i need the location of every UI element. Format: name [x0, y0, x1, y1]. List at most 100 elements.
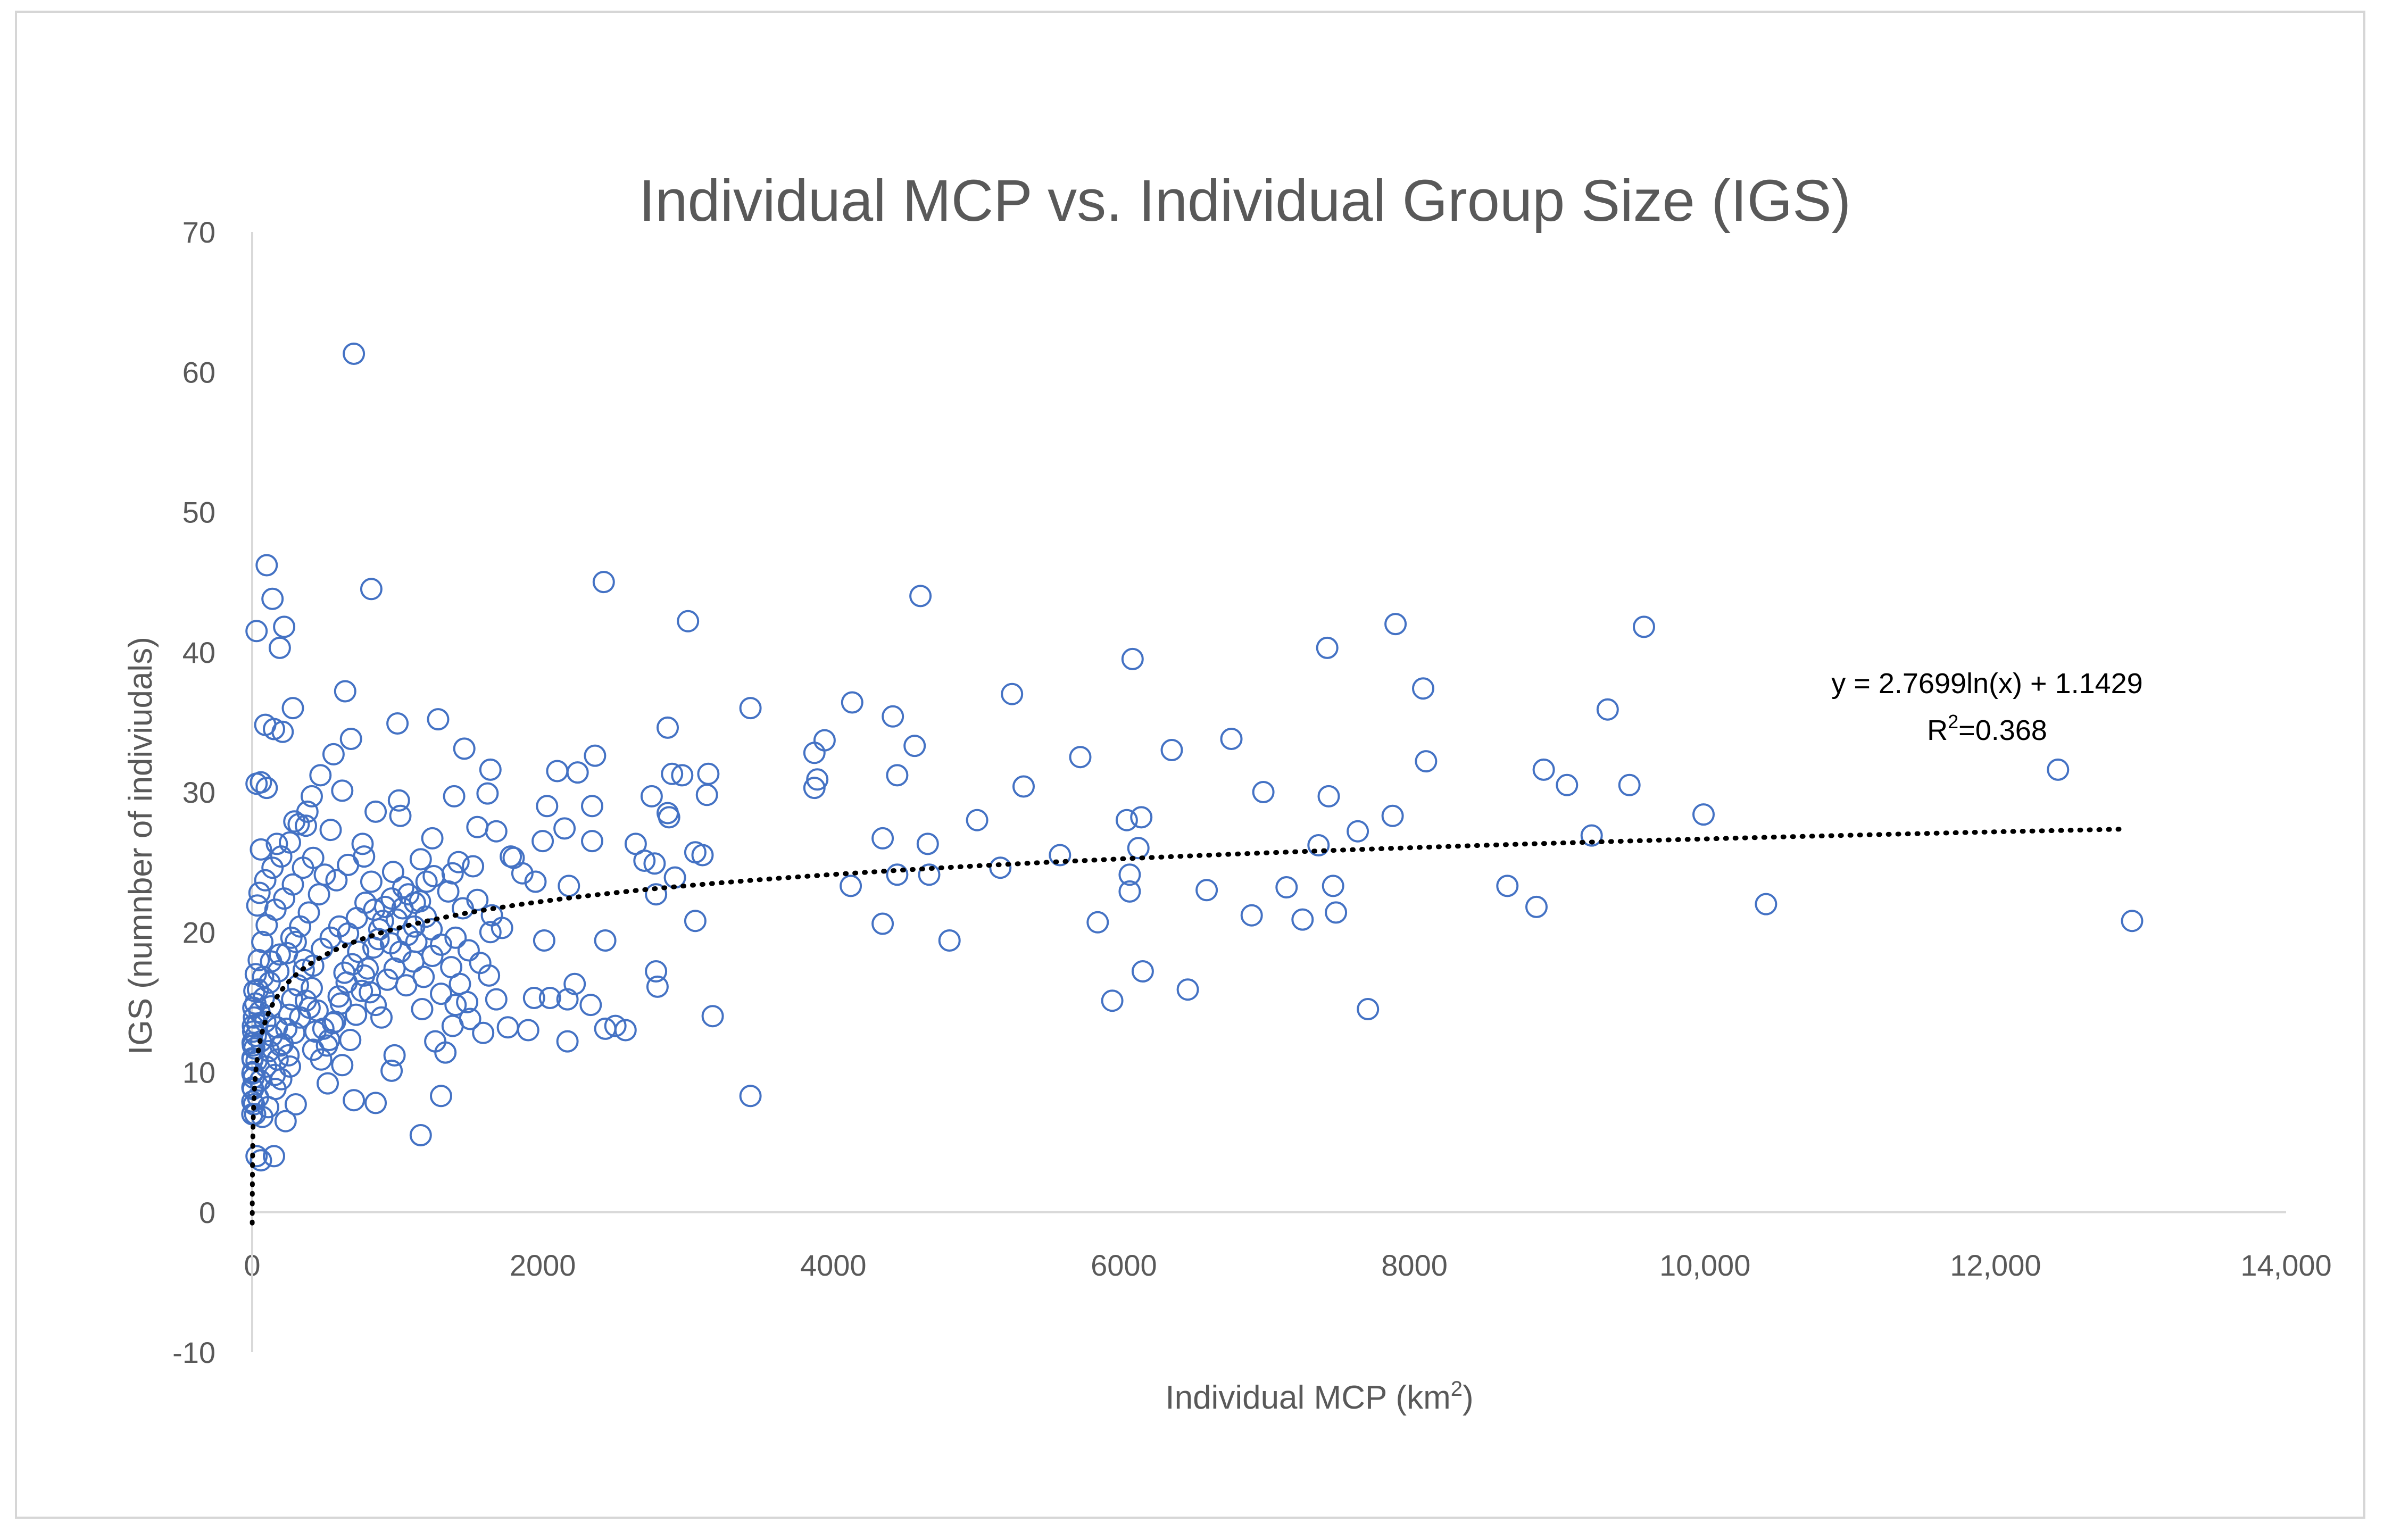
data-point — [263, 718, 285, 740]
data-point — [364, 1092, 387, 1114]
data-point — [1580, 824, 1603, 847]
data-point — [298, 996, 321, 1019]
data-point — [244, 992, 267, 1015]
data-point — [517, 1019, 539, 1042]
data-point — [556, 1030, 579, 1053]
data-point — [479, 921, 502, 944]
data-point — [284, 930, 307, 953]
data-point — [337, 853, 360, 876]
data-point — [430, 1085, 452, 1108]
data-point — [1307, 834, 1330, 856]
data-point — [1525, 895, 1548, 918]
data-point — [243, 1006, 265, 1029]
data-point — [579, 994, 602, 1017]
data-point — [1118, 863, 1141, 886]
data-point — [841, 691, 863, 714]
data-point — [364, 994, 387, 1017]
data-point — [1086, 911, 1109, 934]
data-point — [1252, 781, 1275, 803]
data-point — [444, 926, 467, 949]
data-point — [331, 779, 354, 802]
data-point — [448, 972, 471, 995]
data-point — [1381, 804, 1404, 827]
data-point — [271, 720, 294, 743]
data-point — [882, 705, 904, 728]
data-point — [443, 785, 466, 808]
data-point — [1316, 636, 1339, 659]
data-point — [281, 697, 304, 720]
data-point — [295, 814, 317, 837]
data-point — [252, 965, 275, 988]
data-point — [325, 869, 348, 892]
data-point — [918, 863, 941, 886]
data-point — [353, 845, 376, 868]
data-point — [1127, 837, 1150, 860]
data-point — [315, 1034, 338, 1057]
y-tick-label: 50 — [182, 496, 215, 529]
data-point — [813, 729, 836, 752]
data-point — [533, 929, 555, 952]
data-point — [381, 861, 404, 884]
data-point — [278, 1003, 301, 1026]
data-point — [245, 620, 268, 643]
x-tick-label: 6000 — [1091, 1248, 1157, 1282]
data-point — [1118, 880, 1141, 903]
data-point — [265, 833, 288, 855]
x-axis-title-main: Individual MCP (km — [1165, 1379, 1450, 1416]
data-point — [886, 863, 909, 886]
trendline-r2-value: =0.368 — [1958, 714, 2047, 746]
data-point — [803, 742, 826, 764]
data-point — [261, 856, 284, 879]
data-point — [466, 888, 489, 911]
data-point — [261, 587, 284, 610]
data-point — [370, 1006, 393, 1029]
data-point — [916, 833, 939, 855]
data-point — [441, 862, 464, 885]
x-tick-label: 8000 — [1381, 1248, 1448, 1282]
data-point — [1322, 875, 1344, 897]
data-point — [311, 937, 334, 960]
data-point — [657, 716, 679, 739]
data-point — [478, 964, 501, 987]
data-point — [536, 795, 559, 818]
data-point — [389, 804, 412, 827]
data-point — [245, 1145, 268, 1168]
data-point — [511, 862, 534, 885]
data-point — [633, 850, 656, 872]
data-point — [1069, 746, 1092, 769]
data-point — [584, 744, 607, 767]
data-point — [317, 1072, 339, 1095]
data-point — [496, 1016, 519, 1039]
data-point — [308, 883, 330, 906]
data-point — [1176, 978, 1199, 1001]
data-point — [268, 636, 291, 659]
data-point — [310, 1048, 333, 1071]
data-point — [1556, 773, 1579, 796]
data-point — [657, 802, 679, 825]
data-point — [242, 1034, 264, 1057]
data-point — [246, 978, 269, 1001]
data-point — [339, 728, 362, 750]
data-point — [677, 610, 700, 632]
data-point — [447, 851, 470, 873]
data-point — [383, 957, 406, 980]
data-point — [280, 926, 303, 949]
data-point — [909, 585, 932, 607]
data-point — [287, 813, 310, 836]
data-point — [249, 1069, 271, 1092]
data-point — [387, 789, 410, 812]
data-point — [246, 894, 269, 917]
chart-frame — [15, 11, 2365, 1519]
trendline-equation: y = 2.7699ln(x) + 1.1429 — [1831, 668, 2142, 700]
y-axis-ticks: -10 0 10 20 30 40 50 60 70 — [172, 215, 215, 1369]
data-point — [966, 809, 989, 831]
data-point — [566, 761, 589, 784]
data-point — [1596, 698, 1619, 721]
data-point — [241, 1090, 264, 1113]
data-point — [263, 1145, 285, 1168]
data-point — [581, 830, 603, 853]
data-point — [289, 915, 312, 938]
x-tick-label: 14,000 — [2240, 1248, 2331, 1282]
data-point — [255, 777, 278, 800]
